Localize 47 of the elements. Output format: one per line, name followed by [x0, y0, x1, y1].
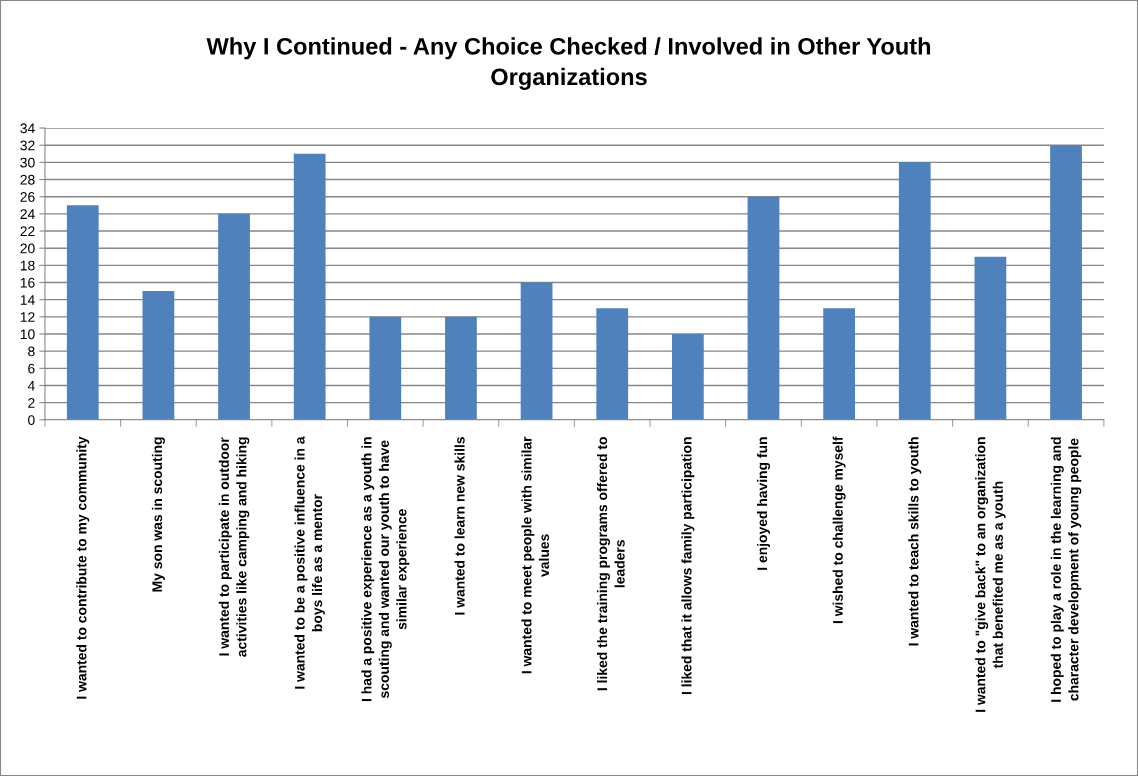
bar [898, 162, 931, 420]
y-tick-label: 34 [20, 123, 35, 134]
y-tick-label: 2 [28, 397, 35, 408]
y-tick-label: 10 [20, 329, 35, 340]
bar [520, 282, 553, 420]
x-tick-label: My son was in scouting [151, 437, 165, 592]
bar [747, 196, 780, 420]
x-tick-label: I wished to challenge myself [832, 436, 846, 624]
x-tick-label: I wanted to "give back" to an organization that benefited me as a youth [975, 437, 1006, 712]
x-tick-label: I wanted to teach skills to youth [908, 437, 922, 646]
y-tick-label: 18 [20, 260, 35, 271]
x-tick-label: I had a positive experience as a youth in scouting and wanted our youth to have similar experience [361, 437, 410, 702]
bar [974, 256, 1007, 420]
x-tick-label: I wanted to learn new skills [454, 437, 465, 615]
y-tick-label: 8 [28, 346, 35, 357]
y-tick-label: 24 [20, 209, 35, 219]
bar [671, 334, 704, 420]
x-tick-label: I wanted to participate in outdoor activities like camping and hiking [218, 437, 250, 657]
x-tick-label: I wanted to meet people with similar values [521, 436, 550, 674]
bar [445, 316, 477, 420]
y-tick-label: 6 [28, 363, 35, 374]
y-tick-label: 16 [20, 277, 35, 288]
bar [823, 308, 856, 420]
bar [218, 213, 250, 420]
y-tick-label: 20 [20, 243, 35, 254]
y-tick-label: 4 [27, 380, 35, 391]
x-tick-label: I liked that it allows family participation [681, 437, 695, 695]
y-tick-label: 22 [20, 226, 35, 237]
bar [596, 308, 629, 420]
x-tick-label: I hoped to play a role in the learning and character development of young people [1050, 437, 1082, 702]
x-tick-label: I enjoyed having fun [756, 437, 770, 570]
x-tick-label: I wanted to contribute to my community [76, 436, 90, 699]
bar [369, 316, 402, 420]
y-tick-label: 14 [20, 295, 35, 305]
y-tick-label: 28 [20, 174, 35, 185]
bar [1050, 145, 1082, 420]
bar [66, 205, 99, 420]
x-tick-label: I liked the training programs offered to leaders [596, 437, 625, 691]
y-tick-label: 30 [20, 157, 35, 168]
y-tick-label: 26 [20, 192, 35, 202]
y-tick-label: 0 [28, 415, 35, 425]
bar [142, 291, 175, 420]
y-tick-label: 32 [20, 140, 35, 151]
bar [293, 153, 326, 420]
x-tick-label: I wanted to be a positive influence in a boys life as a mentor [294, 436, 325, 689]
y-tick-label: 12 [20, 312, 35, 322]
chart-title: Why I Continued - Any Choice Checked / Involved in Other Youth Organizations [206, 37, 931, 90]
